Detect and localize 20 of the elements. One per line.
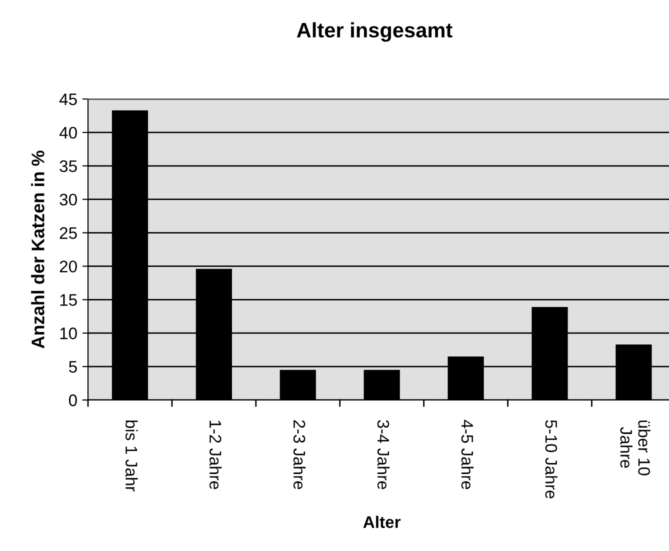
x-tick-label: bis 1 Jahr	[126, 420, 138, 492]
x-tick-label: 2-3 Jahre	[293, 420, 306, 490]
x-tick-label: 1-2 Jahre	[209, 420, 222, 490]
y-tick-label: 20	[60, 260, 77, 272]
y-tick-label: 5	[68, 361, 77, 373]
y-tick-label: 30	[60, 194, 77, 206]
y-tick-label: 45	[59, 94, 77, 106]
x-tick-label: 5-10 Jahre	[545, 420, 558, 498]
chart-title: Alter insgesamt	[296, 22, 452, 42]
y-tick-label: 40	[59, 126, 77, 139]
x-tick-label: 4-5 Jahre	[461, 420, 474, 490]
y-tick-label: 35	[60, 160, 77, 172]
y-axis-title: Anzahl der Katzen in %	[31, 150, 44, 348]
y-tick-label: 25	[60, 227, 77, 239]
x-tick-label: 3-4 Jahre	[377, 420, 390, 490]
y-tick-label: 10	[60, 328, 77, 340]
x-tick-label: über 10 Jahre	[620, 420, 650, 476]
x-axis-title: Alter	[363, 516, 401, 528]
y-tick-label: 0	[68, 394, 77, 406]
y-tick-label: 15	[60, 294, 77, 306]
